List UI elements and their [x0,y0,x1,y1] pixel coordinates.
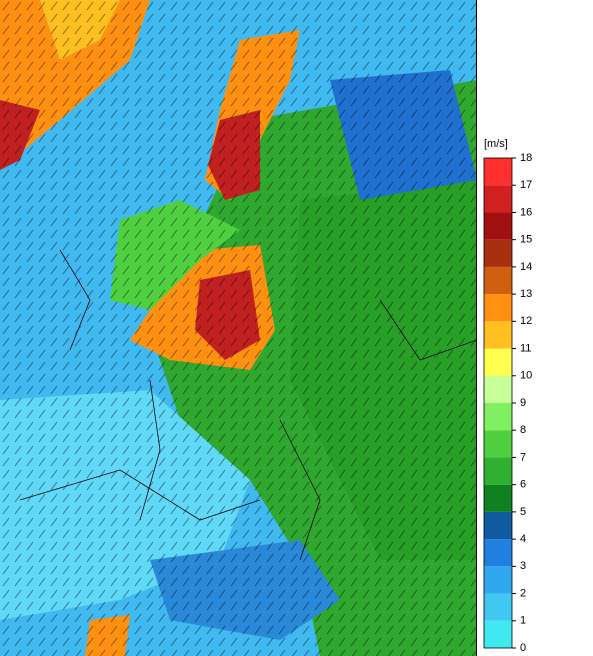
legend-tick-label: 7 [520,451,526,463]
legend-tick-label: 0 [520,642,526,654]
legend-swatch [484,294,512,322]
legend-tick-label: 9 [520,397,526,409]
legend-tick-label: 8 [520,424,526,436]
legend-tick-label: 16 [520,206,532,218]
legend-tick-label: 17 [520,179,532,191]
legend-swatch [484,185,512,213]
map-border [476,0,477,656]
legend-tick-label: 12 [520,315,532,327]
legend-tick-label: 5 [520,506,526,518]
legend-tick-label: 3 [520,560,526,572]
legend-swatch [484,266,512,295]
legend-tick-label: 15 [520,234,532,246]
legend-swatch [484,620,512,648]
legend-tick-label: 11 [520,342,531,354]
legend-swatch [484,403,512,431]
legend-swatch [484,593,512,621]
legend-swatch [484,321,512,349]
legend-tick-label: 2 [520,587,526,599]
legend-swatch [484,212,512,240]
legend-swatch [484,430,512,458]
legend-swatch [484,566,512,594]
legend-swatch [484,539,512,567]
legend-swatch [484,457,512,485]
legend-swatch [484,375,512,403]
legend-swatch [484,239,512,267]
legend-tick-label: 1 [520,615,526,627]
legend-tick-label: 13 [520,288,532,300]
legend-tick-label: 14 [520,261,532,273]
legend-tick-label: 10 [520,370,532,382]
wind-map [0,0,477,656]
legend-swatch [484,158,512,186]
legend-swatch [484,484,512,512]
legend-tick-label: 18 [520,152,532,164]
legend-unit: [m/s] [484,138,508,150]
legend-swatch [484,511,512,540]
legend-tick-label: 6 [520,479,526,491]
legend-swatch [484,348,512,376]
legend-tick-label: 4 [520,533,526,545]
